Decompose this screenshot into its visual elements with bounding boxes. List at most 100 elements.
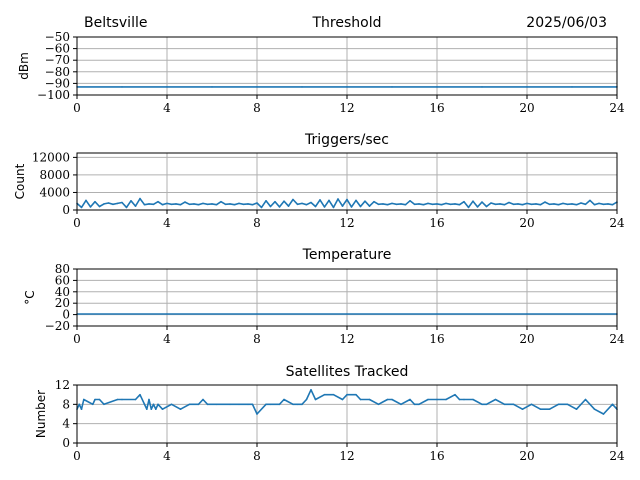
y-tick-label: −20: [45, 319, 70, 333]
x-tick-label: 8: [253, 101, 261, 115]
data-point: [148, 203, 150, 205]
data-point: [319, 199, 321, 201]
data-point: [359, 398, 362, 401]
x-tick-label: 8: [253, 216, 261, 230]
data-point: [566, 403, 569, 406]
data-point: [575, 203, 578, 206]
data-point: [224, 203, 227, 206]
data-point: [364, 200, 366, 202]
chart-title: Threshold: [312, 15, 382, 31]
x-tick-label: 0: [73, 216, 81, 230]
data-point: [454, 203, 456, 205]
data-point: [92, 403, 94, 406]
x-tick-label: 4: [163, 449, 171, 463]
data-point: [571, 86, 573, 88]
data-point: [436, 313, 438, 315]
y-tick-label: 8: [62, 397, 70, 411]
data-point: [112, 203, 114, 206]
data-point: [346, 313, 348, 315]
y-tick-label: −70: [45, 53, 70, 67]
data-point: [256, 313, 258, 315]
data-point: [229, 403, 231, 406]
data-point: [391, 202, 393, 205]
data-point: [481, 86, 483, 88]
data-point: [458, 398, 461, 401]
data-point: [287, 205, 290, 207]
data-point: [125, 206, 128, 209]
data-point: [193, 203, 195, 205]
x-tick-label: 0: [73, 332, 81, 346]
data-point: [404, 203, 407, 206]
data-point: [233, 203, 236, 206]
data-point: [593, 408, 596, 411]
data-point: [170, 203, 173, 206]
data-point: [602, 203, 605, 206]
data-point: [301, 403, 303, 406]
data-point: [346, 393, 348, 396]
x-tick-label: 24: [609, 332, 625, 346]
y-tick-label: 60: [55, 273, 70, 287]
data-point: [575, 408, 578, 411]
data-point: [368, 205, 371, 207]
data-point: [247, 203, 249, 205]
data-point: [458, 203, 461, 206]
data-point: [157, 200, 159, 203]
x-tick-label: 24: [609, 101, 625, 115]
data-point: [314, 398, 317, 401]
x-tick-label: 8: [253, 449, 261, 463]
data-point: [382, 203, 384, 205]
x-tick-label: 4: [163, 332, 171, 346]
data-point: [593, 203, 596, 206]
date-label: 2025/06/03: [526, 15, 607, 31]
chart-title: Satellites Tracked: [286, 364, 409, 380]
data-point: [400, 403, 402, 406]
x-tick-label: 16: [429, 332, 444, 346]
data-point: [535, 203, 537, 205]
data-point: [517, 203, 519, 205]
data-point: [409, 398, 411, 401]
data-point: [436, 203, 438, 205]
data-point: [602, 413, 605, 415]
data-point: [148, 398, 150, 401]
data-point: [292, 403, 294, 406]
data-point: [490, 202, 492, 204]
y-tick-label: −100: [37, 88, 70, 102]
y-tick-label: 0: [62, 308, 70, 322]
x-tick-label: 20: [519, 216, 534, 230]
data-point: [139, 393, 141, 396]
data-point: [256, 202, 258, 204]
y-tick-label: 0: [62, 203, 70, 217]
x-tick-label: 0: [73, 449, 81, 463]
data-point: [341, 398, 344, 401]
y-axis-label: °C: [23, 290, 37, 304]
data-point: [526, 313, 528, 315]
data-point: [121, 201, 123, 204]
data-point: [260, 206, 263, 209]
data-point: [503, 203, 506, 206]
data-point: [274, 200, 276, 203]
data-point: [179, 408, 182, 411]
data-point: [206, 203, 209, 206]
data-point: [98, 205, 101, 208]
data-point: [256, 413, 258, 415]
data-point: [179, 203, 182, 206]
data-point: [391, 86, 393, 88]
data-point: [341, 205, 344, 207]
x-tick-label: 4: [163, 216, 171, 230]
panel-4: 0 4 8 12 16 20 24 0 4 8 12 Satellites Tracked Number: [34, 364, 625, 463]
data-point: [305, 203, 308, 206]
data-point: [238, 403, 240, 406]
x-tick-label: 12: [339, 332, 354, 346]
x-tick-label: 24: [609, 449, 625, 463]
data-point: [445, 398, 447, 401]
y-tick-label: −80: [45, 65, 70, 79]
data-point: [305, 398, 308, 401]
data-point: [310, 201, 312, 204]
data-point: [427, 202, 429, 205]
data-point: [314, 205, 317, 208]
data-point: [386, 398, 389, 401]
data-point: [323, 393, 326, 396]
data-point: [121, 398, 123, 401]
data-point: [265, 200, 267, 202]
